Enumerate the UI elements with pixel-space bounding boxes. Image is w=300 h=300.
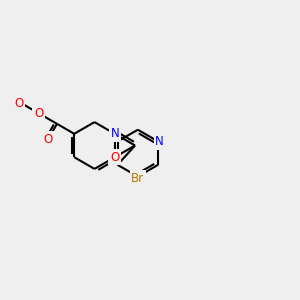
Text: O: O [44,133,53,146]
Text: Br: Br [131,172,144,184]
Text: O: O [110,151,119,164]
Text: N: N [110,127,119,140]
Text: N: N [155,135,164,148]
Text: O: O [14,97,23,110]
Text: O: O [34,107,44,120]
